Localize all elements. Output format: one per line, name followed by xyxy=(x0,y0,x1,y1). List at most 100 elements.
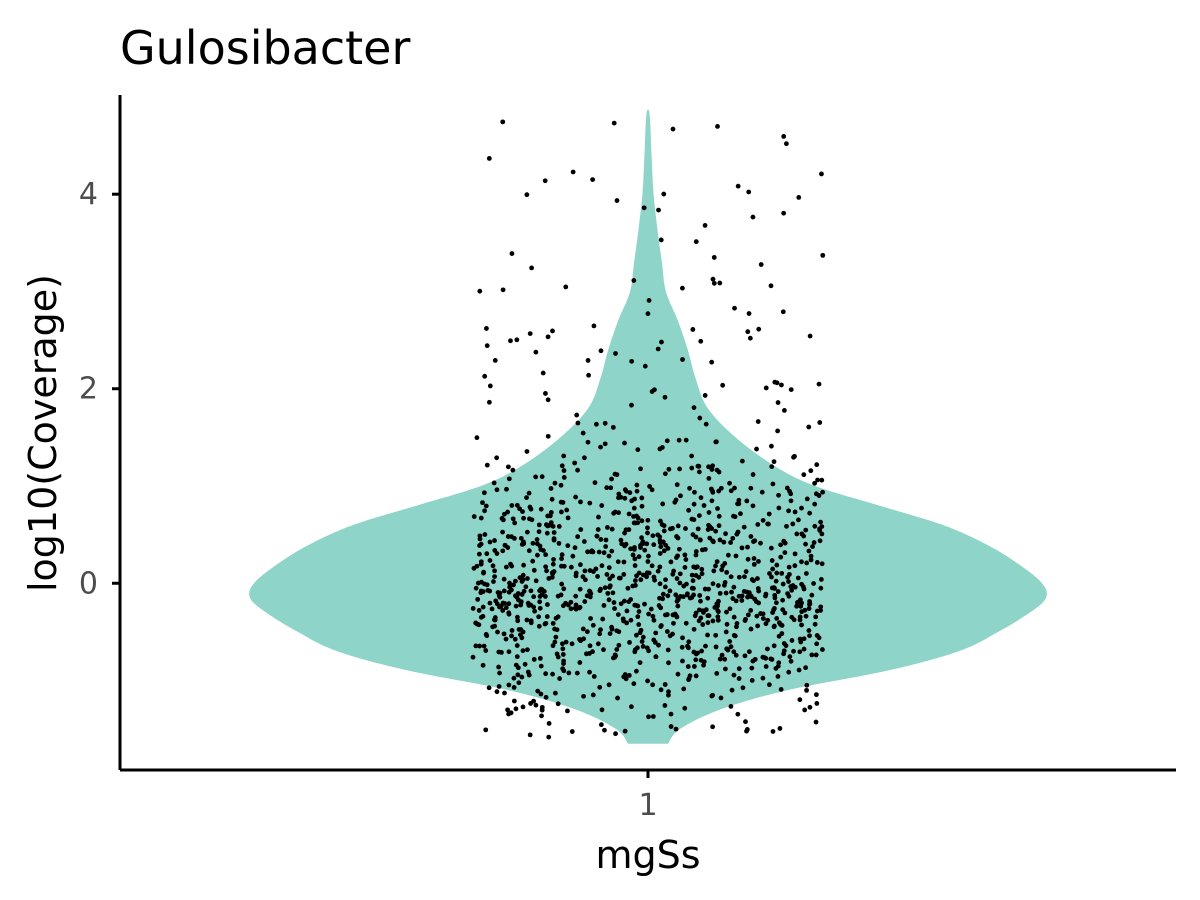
data-point xyxy=(807,704,813,710)
data-point xyxy=(526,548,532,554)
data-point xyxy=(595,527,601,532)
data-point xyxy=(511,698,517,704)
data-point xyxy=(478,541,484,547)
data-point xyxy=(487,600,493,606)
data-point xyxy=(538,691,544,697)
data-point xyxy=(689,516,695,522)
data-point xyxy=(580,430,586,436)
data-point xyxy=(731,632,737,638)
data-point xyxy=(506,601,512,607)
data-point xyxy=(719,652,725,658)
data-point xyxy=(794,531,800,537)
data-point xyxy=(603,537,609,543)
data-point xyxy=(703,421,709,427)
data-point xyxy=(577,660,583,665)
data-point xyxy=(622,728,628,734)
data-point xyxy=(578,562,583,568)
data-point xyxy=(580,626,586,632)
data-point xyxy=(474,435,480,441)
data-point xyxy=(770,481,776,487)
data-point xyxy=(632,563,638,568)
data-point xyxy=(634,482,640,488)
data-point xyxy=(497,670,502,676)
data-point xyxy=(553,615,559,621)
data-point xyxy=(598,722,604,728)
data-point xyxy=(662,703,668,708)
data-point xyxy=(808,468,814,474)
data-point xyxy=(676,437,682,443)
data-point xyxy=(524,495,529,501)
data-point xyxy=(561,475,567,480)
data-point xyxy=(584,629,590,635)
data-point xyxy=(773,578,779,584)
data-point xyxy=(743,569,749,574)
data-point xyxy=(739,598,745,603)
data-point xyxy=(690,327,696,332)
data-point xyxy=(705,620,711,626)
data-point xyxy=(564,507,570,513)
data-point xyxy=(605,590,611,596)
data-point xyxy=(744,498,750,504)
data-point xyxy=(776,660,782,666)
data-point xyxy=(521,562,527,568)
data-point xyxy=(701,610,706,615)
data-point xyxy=(715,614,721,620)
data-point xyxy=(670,525,675,531)
chart-title: Gulosibacter xyxy=(120,21,410,75)
data-point xyxy=(635,614,641,620)
data-point xyxy=(539,704,545,710)
data-point xyxy=(803,571,809,576)
data-point xyxy=(730,535,736,541)
data-point xyxy=(788,658,794,664)
data-point xyxy=(677,466,682,472)
data-point xyxy=(782,540,788,546)
data-point xyxy=(763,385,769,391)
data-point xyxy=(676,546,682,552)
data-point xyxy=(577,604,583,610)
data-point xyxy=(622,487,628,493)
data-point xyxy=(749,665,755,671)
data-point xyxy=(551,530,557,535)
data-point xyxy=(680,285,685,291)
data-point xyxy=(550,328,555,334)
data-point xyxy=(769,574,774,580)
data-point xyxy=(788,498,794,504)
data-point xyxy=(648,606,654,612)
data-point xyxy=(661,528,667,534)
data-point xyxy=(492,568,497,574)
data-point xyxy=(538,506,544,512)
data-point xyxy=(702,393,708,398)
data-point xyxy=(555,701,561,707)
data-point xyxy=(526,672,532,678)
data-point xyxy=(481,643,487,649)
data-point xyxy=(496,684,502,689)
data-point xyxy=(515,591,521,596)
data-point xyxy=(795,575,801,581)
data-point xyxy=(797,697,803,703)
data-point xyxy=(642,363,648,369)
data-point xyxy=(680,658,685,664)
data-point xyxy=(692,489,697,495)
data-point xyxy=(735,711,741,717)
data-point xyxy=(543,564,549,570)
data-point xyxy=(639,535,644,541)
data-point xyxy=(543,671,549,677)
data-point xyxy=(796,517,801,523)
data-point xyxy=(746,649,752,655)
data-point xyxy=(770,729,776,734)
data-point xyxy=(727,480,732,486)
data-point xyxy=(514,502,520,508)
data-point xyxy=(812,523,818,529)
data-point xyxy=(754,446,759,452)
data-point xyxy=(599,707,605,713)
data-point xyxy=(582,455,587,461)
data-point xyxy=(760,517,766,523)
data-point xyxy=(528,588,534,594)
data-point xyxy=(609,548,615,554)
data-point xyxy=(500,119,506,125)
data-point xyxy=(490,563,496,569)
data-point xyxy=(501,576,507,582)
data-point xyxy=(554,627,560,633)
data-point xyxy=(691,592,696,598)
data-point xyxy=(788,491,794,497)
